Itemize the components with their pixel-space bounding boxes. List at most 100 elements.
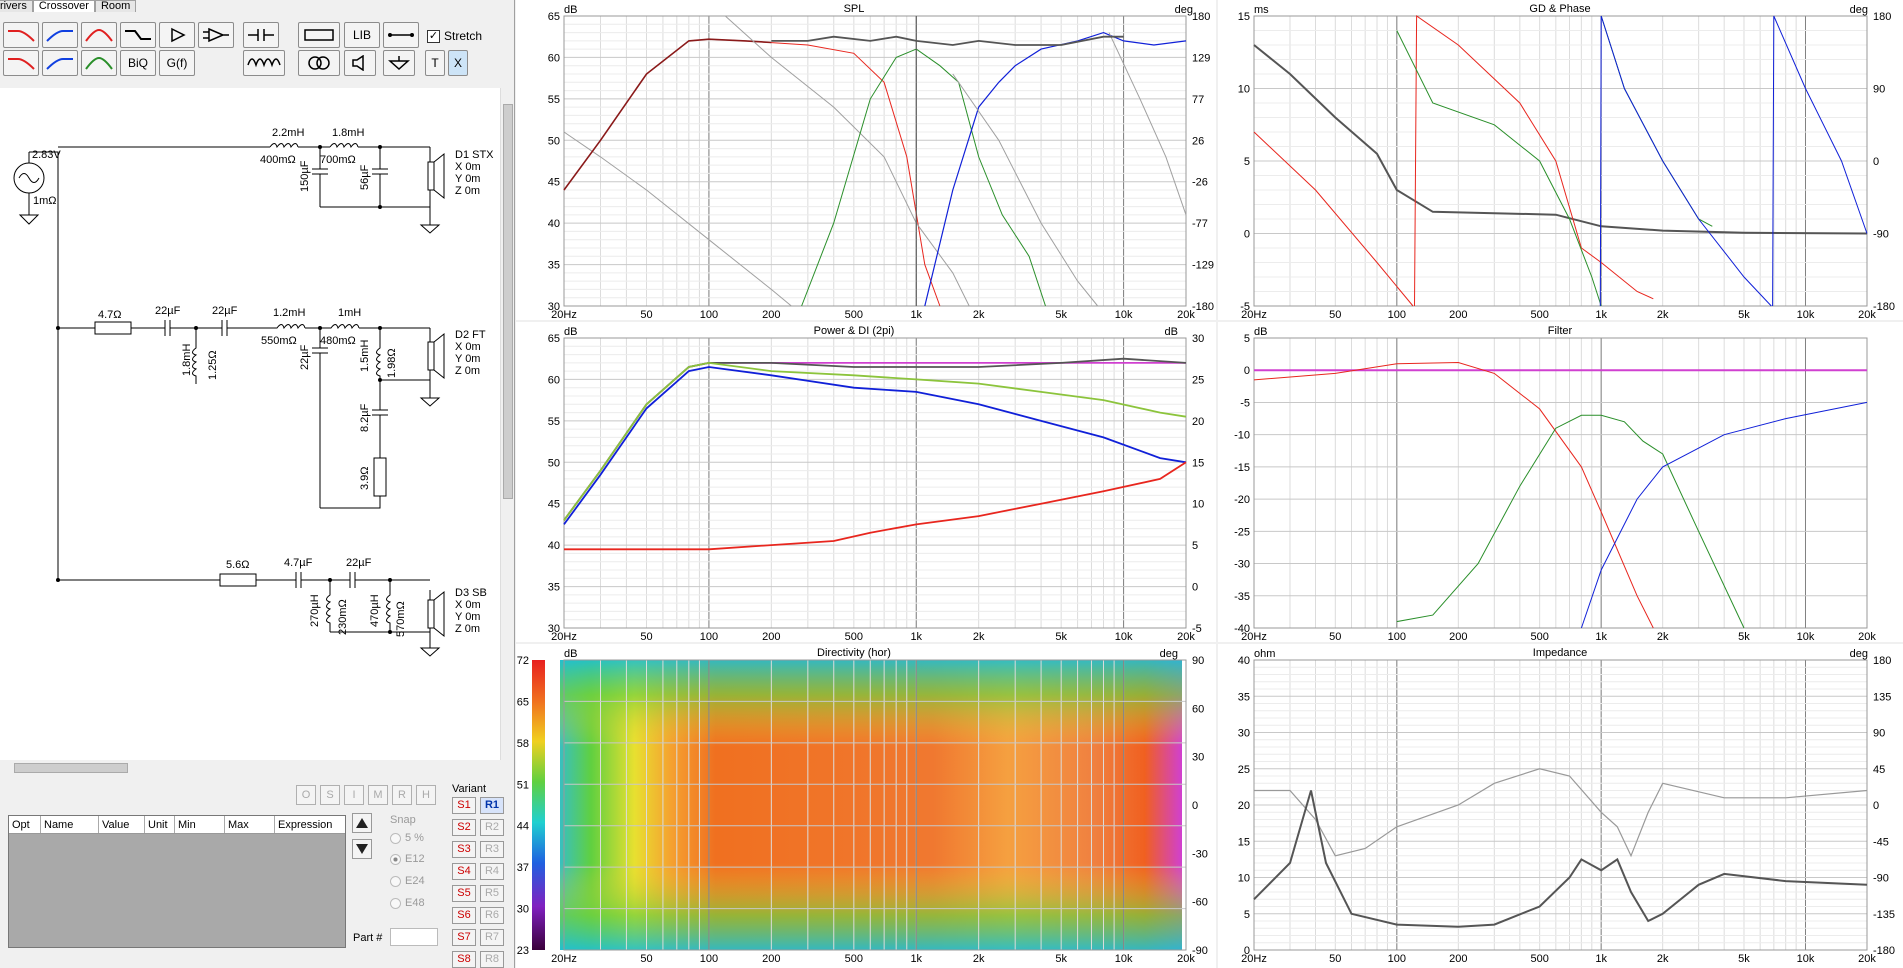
resistor-button[interactable]: [298, 22, 340, 48]
opt-button-s[interactable]: S: [320, 785, 340, 805]
variant-s8-button[interactable]: S8: [452, 951, 476, 968]
schematic-horizontal-scrollbar[interactable]: [0, 760, 500, 776]
bandpass-icon: [85, 56, 113, 70]
variant-s5-button[interactable]: S5: [452, 885, 476, 902]
impedance-right-unit: deg: [1850, 648, 1868, 660]
opt-button-r[interactable]: R: [392, 785, 412, 805]
y2-tick-label: 90: [1873, 728, 1885, 740]
variant-r7-button[interactable]: R7: [480, 929, 504, 946]
curve-group-delay: [1253, 44, 1868, 235]
y2-tick-label: 26: [1192, 135, 1204, 147]
lowpass-2nd-button[interactable]: [3, 50, 39, 76]
variant-r4-button[interactable]: R4: [480, 863, 504, 880]
variant-r1-button[interactable]: R1: [480, 797, 504, 814]
bandpass-2nd-button[interactable]: [81, 50, 117, 76]
opt-button-o[interactable]: O: [296, 785, 316, 805]
x-tick-label: 200: [1449, 309, 1467, 320]
tab-drivers[interactable]: Drivers: [0, 0, 33, 12]
curve-spl-woofer-sum: [563, 38, 772, 191]
col-name[interactable]: Name: [41, 816, 99, 833]
delete-tool-button[interactable]: X: [448, 50, 468, 76]
snap-option-e24[interactable]: E24: [390, 875, 425, 887]
y-tick-label: 0: [1244, 229, 1250, 241]
resistor-icon: [304, 29, 334, 41]
biquad-button[interactable]: BiQ: [120, 50, 156, 76]
y-tick-label: 20: [1238, 800, 1250, 812]
snap-option-e48[interactable]: E48: [390, 897, 425, 909]
col-expression[interactable]: Expression: [278, 819, 333, 831]
filter-graph[interactable]: Filter dB 5 0 -5 -10 -15 -20 -25 -30 -35 -40 20Hz 5…: [1218, 322, 1903, 642]
col-max[interactable]: Max: [225, 816, 275, 833]
col-unit[interactable]: Unit: [145, 816, 175, 833]
inductor-button[interactable]: [243, 50, 285, 76]
snap-option-e12[interactable]: E12: [390, 853, 425, 865]
wire-button[interactable]: [383, 22, 419, 48]
variant-s2-button[interactable]: S2: [452, 819, 476, 836]
variant-r8-button[interactable]: R8: [480, 951, 504, 968]
col-opt[interactable]: Opt: [9, 816, 41, 833]
scroll-thumb[interactable]: [14, 763, 128, 773]
y2-tick-label: -90: [1873, 873, 1889, 885]
wire-icon: [388, 33, 414, 37]
capacitor-button[interactable]: [243, 22, 279, 48]
highpass-1st-button[interactable]: [42, 22, 78, 48]
y-tick-label: 65: [548, 333, 560, 345]
crossover-panel: Drivers Crossover Room LIB ✓Stretch BiQ …: [0, 0, 515, 968]
buffer-button[interactable]: [159, 22, 195, 48]
stretch-checkbox[interactable]: ✓ Stretch: [427, 29, 482, 43]
transformer-button[interactable]: [298, 50, 340, 76]
y2-tick-label: 180: [1192, 11, 1210, 23]
variant-r5-button[interactable]: R5: [480, 885, 504, 902]
x-tick-label: 500: [1530, 309, 1548, 320]
bandpass-1st-button[interactable]: [81, 22, 117, 48]
power-di-graph[interactable]: Power & DI (2pi) dB dB 65 60 55 50 45 40 35 30 3…: [516, 322, 1216, 642]
move-up-button[interactable]: [352, 813, 372, 833]
opamp-button[interactable]: [198, 22, 234, 48]
tab-room[interactable]: Room: [94, 0, 137, 12]
radio-icon: [390, 897, 401, 909]
variant-s1-button[interactable]: S1: [452, 797, 476, 814]
group-delay-phase-graph[interactable]: GD & Phase ms deg 15 10 5 0 -5 180 90 0 -90 -180 2…: [1218, 0, 1903, 320]
scroll-thumb[interactable]: [503, 104, 513, 499]
part-number-input[interactable]: [390, 928, 438, 946]
snap-option-5pct[interactable]: 5 %: [390, 832, 424, 844]
variant-s3-button[interactable]: S3: [452, 841, 476, 858]
driver-button[interactable]: [344, 50, 376, 76]
y2-tick-label: 90: [1192, 655, 1204, 667]
variant-s4-button[interactable]: S4: [452, 863, 476, 880]
parameter-grid[interactable]: Opt Name Value Unit Min Max Expression: [8, 815, 346, 948]
inductor-icon: [247, 58, 281, 68]
curve-directivity-index: [564, 461, 1187, 551]
opt-button-i[interactable]: I: [344, 785, 364, 805]
variant-r3-button[interactable]: R3: [480, 841, 504, 858]
shelving-button[interactable]: [120, 22, 156, 48]
schematic-vertical-scrollbar[interactable]: [500, 88, 514, 760]
spl-graph[interactable]: SPL dB deg 65 60 55 50 45 40 35 30 180 129 77 26 -26…: [516, 0, 1216, 320]
y2-tick-label: 15: [1192, 457, 1204, 469]
variant-r2-button[interactable]: R2: [480, 819, 504, 836]
transfer-function-button[interactable]: G(f): [159, 50, 195, 76]
schematic-canvas[interactable]: 2.83V 1mΩ 2.2mH 400mΩ 1.8mH 700mΩ 150µF …: [0, 88, 500, 760]
lowpass-1st-button[interactable]: [3, 22, 39, 48]
ground-button[interactable]: [383, 50, 415, 76]
y-tick-label: 35: [548, 260, 560, 272]
library-button[interactable]: LIB: [344, 22, 380, 48]
move-down-button[interactable]: [352, 839, 372, 859]
highpass-2nd-button[interactable]: [42, 50, 78, 76]
variant-s7-button[interactable]: S7: [452, 929, 476, 946]
x-tick-label: 2k: [973, 309, 985, 320]
tab-crossover[interactable]: Crossover: [32, 0, 95, 12]
power-left-unit: dB: [564, 326, 577, 338]
col-min[interactable]: Min: [175, 816, 225, 833]
variant-s6-button[interactable]: S6: [452, 907, 476, 924]
col-value[interactable]: Value: [99, 816, 145, 833]
directivity-graph[interactable]: Directivity (hor) dB deg 72 65 58 51 44 37 30 2…: [516, 644, 1216, 968]
opt-button-m[interactable]: M: [368, 785, 388, 805]
opt-button-h[interactable]: H: [416, 785, 436, 805]
text-tool-button[interactable]: T: [425, 50, 445, 76]
impedance-graph[interactable]: Impedance ohm deg 40 35 30 25 20 15 10 5 0 180 135…: [1218, 644, 1903, 968]
highpass-icon: [46, 30, 73, 42]
variant-r6-button[interactable]: R6: [480, 907, 504, 924]
triangle-down-icon: [356, 844, 368, 854]
